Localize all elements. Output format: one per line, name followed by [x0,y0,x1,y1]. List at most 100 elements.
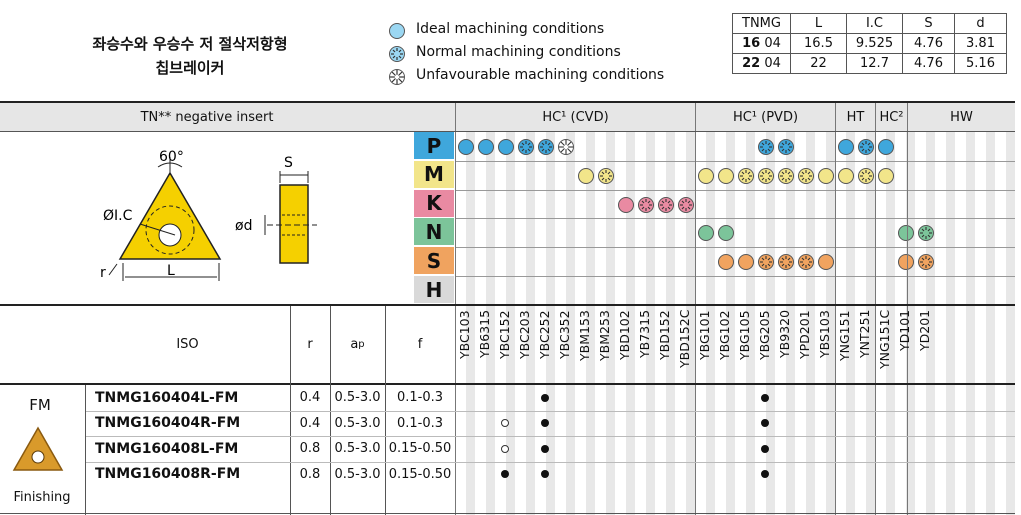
product-ap: 0.5-3.0 [334,390,381,406]
dimension-table: TNMG L I.C S d 16 04 16.5 9.525 4.76 3.8… [732,13,1007,74]
dim-header: TNMG [732,13,791,34]
column-stripe [866,132,875,515]
title-line-2: 칩브레이커 [155,59,225,77]
normal-icon [598,167,614,184]
header-f: f [417,336,423,352]
recommended-mark [761,470,769,479]
ideal-icon [578,167,594,184]
column-stripe [606,132,615,515]
product-f: 0.15-0.50 [388,441,452,457]
legend-label: Unfavourable machining conditions [416,67,665,83]
product-radius: 0.4 [299,415,321,431]
dim-code: 04 [764,56,781,71]
ideal-icon [878,139,894,155]
material-n: N [414,218,454,247]
unfavourable-icon [389,69,405,85]
normal-icon [678,196,694,213]
ideal-icon [389,23,405,39]
normal-icon [778,139,794,155]
grade-ybc352: YBC352 [557,310,572,359]
ideal-icon [478,139,494,155]
grade-ybg205: YBG205 [757,310,772,360]
dim-row: 16 04 16.5 9.525 4.76 3.81 [732,33,1007,54]
normal-icon [538,139,554,155]
column-stripe [626,132,635,515]
product-divider [85,461,1015,463]
column-stripe [786,132,795,515]
group-header-pvd: HC¹ (PVD) [695,103,835,131]
column-stripe [686,132,695,515]
normal-icon [638,196,654,213]
recommended-mark [541,393,549,402]
column-stripe [746,132,755,515]
available-mark [501,444,509,453]
normal-icon [858,139,874,155]
grade-ybd152c: YBD152C [677,310,692,369]
grade-ybd152: YBD152 [657,310,672,360]
header-iso: ISO [176,336,199,352]
grade-yng151c: YNG151C [877,310,892,370]
column-stripe [726,132,735,515]
data-rule [0,383,1015,385]
row-divider [455,218,1015,220]
dim-cell: 4.76 [902,33,955,54]
legend-label: Ideal machining conditions [416,21,605,37]
row-divider [455,189,1015,191]
hole-label: ød [235,218,252,234]
breaker-name: FM [29,396,51,414]
grade-ybc103: YBC103 [457,310,472,359]
insert-side-view [279,184,309,264]
insert-drawing: 60° ØI.C r L S ød [100,149,317,281]
column-stripe [546,132,555,515]
fm-insert-icon [12,426,64,471]
product-divider [85,410,1015,412]
normal-icon [389,46,405,62]
breaker-type: Finishing [13,490,71,505]
dim-cell: 16.5 [790,33,847,54]
product-ap: 0.5-3.0 [334,441,381,457]
ideal-icon [818,254,834,271]
group-divider [875,103,876,515]
normal-icon [758,139,774,155]
matrix-divider [455,103,456,515]
recommended-mark [501,470,509,479]
row-divider [455,276,1015,277]
normal-icon [918,254,934,271]
grade-yng151: YNG151 [837,310,852,361]
group-header-hw: HW [907,103,1015,131]
product-ap: 0.5-3.0 [334,415,381,431]
product-f: 0.1-0.3 [396,415,444,431]
dim-row: 22 04 22 12.7 4.76 5.16 [732,53,1007,74]
group-header-cvd: HC¹ (CVD) [455,103,695,131]
recommended-mark [761,419,769,428]
available-mark [501,419,509,428]
dim-size: 22 [742,56,761,71]
ideal-icon [718,167,734,184]
grade-ypd201: YPD201 [797,310,812,359]
angle-label: 60° [159,149,184,165]
column-stripe [826,132,835,515]
material-s: S [414,247,454,276]
dim-code: 04 [764,36,781,51]
normal-icon [758,254,774,271]
dim-cell: 9.525 [846,33,903,54]
ideal-icon [718,225,734,242]
legend-label: Normal machining conditions [416,44,621,60]
column-stripe [666,132,675,515]
grade-ybs103: YBS103 [817,310,832,358]
radius-label: r [100,265,106,281]
product-iso: TNMG160404L-FM [95,389,239,406]
product-ap: 0.5-3.0 [334,466,381,482]
recommended-mark [541,444,549,453]
recommended-mark [761,444,769,453]
ideal-icon [838,139,854,155]
dim-cell: 4.76 [902,53,955,74]
legend-ideal: Ideal machining conditions [388,21,604,44]
product-radius: 0.8 [299,441,321,457]
recommended-mark [541,419,549,428]
material-k: K [414,189,454,218]
product-f: 0.1-0.3 [396,390,444,406]
grade-ybm253: YBM253 [597,310,612,361]
ideal-icon [698,167,714,184]
